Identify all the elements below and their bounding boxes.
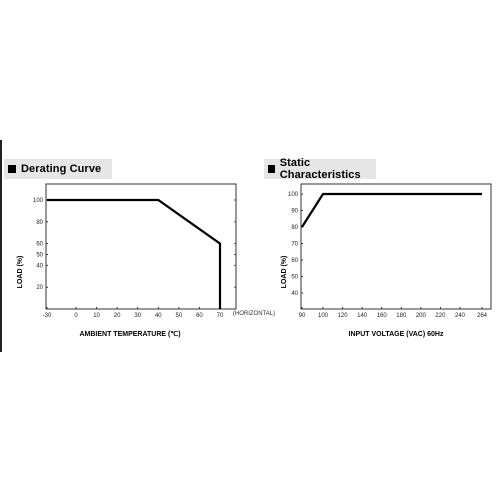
static-x-tick-label: 220 xyxy=(435,313,446,319)
derating-plot-frame xyxy=(45,183,237,310)
derating-curve-line xyxy=(47,198,222,309)
bullet-square-icon xyxy=(8,165,16,173)
derating-curve-title: Derating Curve xyxy=(21,163,102,175)
static-x-axis-title: INPUT VOLTAGE (VAC) 60Hz xyxy=(349,331,444,338)
derating-x-tick-label: 70 xyxy=(217,313,224,319)
static-y-tick-label: 100 xyxy=(288,192,299,198)
derating-y-tick-label: 40 xyxy=(36,263,43,269)
derating-x-tick-label: 50 xyxy=(176,313,183,319)
static-x-tick-label: 90 xyxy=(299,313,306,319)
static-x-tick-label: 140 xyxy=(357,313,368,319)
static-x-tick-label: 240 xyxy=(455,313,466,319)
static-x-tick-label: 180 xyxy=(396,313,407,319)
static-characteristics-line xyxy=(301,192,482,228)
derating-x-tick-label: 10 xyxy=(93,313,100,319)
static-x-tick-label: 264 xyxy=(477,313,488,319)
static-y-tick-label: 80 xyxy=(291,225,298,231)
static-characteristics-header: Static Characteristics xyxy=(264,157,376,181)
bullet-square-icon xyxy=(268,165,275,173)
derating-x-tick-label: 0 xyxy=(74,313,78,319)
derating-curve-header: Derating Curve xyxy=(4,159,112,179)
derating-y-tick-label: 20 xyxy=(36,285,43,291)
static-y-tick-label: 70 xyxy=(291,242,298,248)
derating-y-tick-label: 60 xyxy=(36,242,43,248)
derating-x-tick-label: 30 xyxy=(134,313,141,319)
left-border-rule xyxy=(0,140,2,352)
static-x-tick-label: 200 xyxy=(416,313,427,319)
static-y-tick-label: 40 xyxy=(291,291,298,297)
derating-x-tick-label: -30 xyxy=(43,313,52,319)
static-x-tick-label: 160 xyxy=(377,313,388,319)
derating-x-tick-label: 20 xyxy=(114,313,121,319)
static-y-tick-label: 90 xyxy=(291,209,298,215)
derating-y-axis-title: LOAD (%) xyxy=(17,256,24,289)
static-x-tick-label: 120 xyxy=(338,313,349,319)
derating-y-tick-label: 80 xyxy=(36,220,43,226)
static-y-tick-label: 50 xyxy=(291,275,298,281)
static-characteristics-title: Static Characteristics xyxy=(279,157,361,181)
static-y-tick-label: 60 xyxy=(291,258,298,264)
static-plot-frame xyxy=(300,183,492,310)
static-y-axis-title: LOAD (%) xyxy=(281,256,288,289)
derating-x-axis-title: AMBIENT TEMPERATURE (℃) xyxy=(79,330,180,338)
derating-y-tick-label: 100 xyxy=(33,198,44,204)
derating-x-unit-note: (HORIZONTAL) xyxy=(233,311,275,317)
derating-x-tick-label: 60 xyxy=(196,313,203,319)
derating-x-tick-label: 40 xyxy=(155,313,162,319)
static-x-tick-label: 100 xyxy=(318,313,329,319)
derating-y-tick-label: 50 xyxy=(36,253,43,259)
